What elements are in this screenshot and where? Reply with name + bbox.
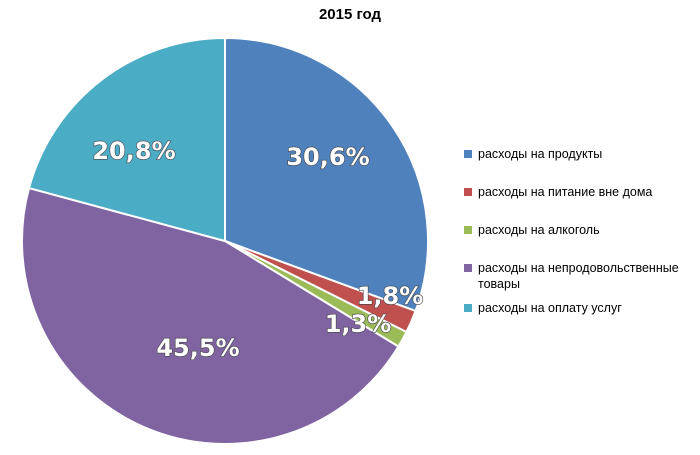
pie-slice: [224, 36, 429, 313]
legend-label: расходы на продукты: [478, 147, 603, 161]
slice-data-label: 45,5%: [156, 334, 239, 362]
slice-data-label: 1,8%: [357, 282, 424, 310]
legend-swatch: [464, 304, 472, 312]
legend-item: расходы на оплату услуг: [464, 300, 694, 316]
legend-item: расходы на алкоголь: [464, 222, 694, 238]
pie-slice: [21, 186, 400, 445]
legend-item: расходы на продукты: [464, 146, 694, 162]
slice-data-label: 30,6%: [286, 143, 369, 171]
legend-label: расходы на питание вне дома: [478, 185, 653, 199]
legend-label: расходы на оплату услуг: [478, 301, 622, 315]
slice-data-label: 20,8%: [92, 137, 175, 165]
pie-slice: [27, 36, 226, 243]
legend-item: расходы на питание вне дома: [464, 184, 694, 200]
legend-label: расходы на алкоголь: [478, 223, 600, 237]
legend: расходы на продукты расходы на питание вн…: [464, 146, 694, 338]
legend-swatch: [464, 188, 472, 196]
chart-title: 2015 год: [318, 6, 382, 23]
slice-data-label: 1,3%: [325, 310, 392, 338]
legend-swatch: [464, 264, 472, 272]
legend-swatch: [464, 150, 472, 158]
legend-item: расходы на непродовольственные товары: [464, 260, 694, 292]
legend-swatch: [464, 226, 472, 234]
legend-label: расходы на непродовольственные товары: [478, 261, 679, 291]
